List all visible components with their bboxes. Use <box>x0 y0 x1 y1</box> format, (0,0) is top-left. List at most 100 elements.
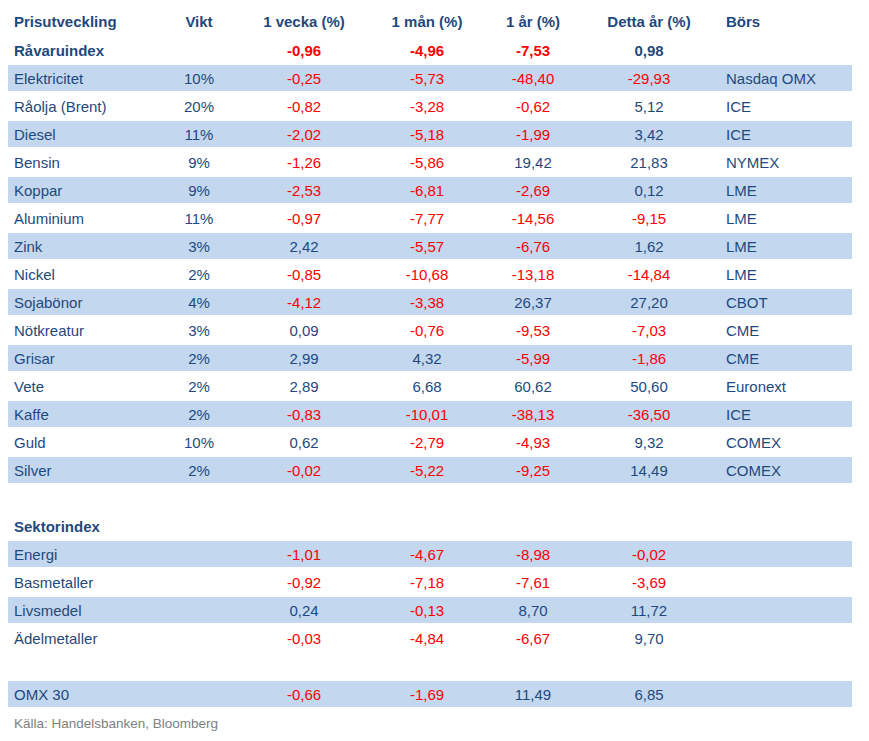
cell-name: Silver <box>8 462 168 479</box>
cell-value: -4,93 <box>476 434 590 451</box>
cell-exchange: Euronext <box>708 378 852 395</box>
cell-value: -2,69 <box>476 182 590 199</box>
cell-value: 19,42 <box>476 154 590 171</box>
cell-weight: 2% <box>168 462 230 479</box>
table-header-row: Prisutveckling Vikt 1 vecka (%) 1 mån (%… <box>8 6 852 36</box>
cell-value: -7,77 <box>378 210 476 227</box>
cell-value: -38,13 <box>476 406 590 423</box>
table-row-Livsmedel: Livsmedel0,24-0,138,7011,72 <box>8 596 852 624</box>
cell-exchange: CME <box>708 350 852 367</box>
cell-weight: 2% <box>168 350 230 367</box>
table-row-Grisar: Grisar2%2,994,32-5,99-1,86CME <box>8 344 852 372</box>
commodity-price-table-page: Prisutveckling Vikt 1 vecka (%) 1 mån (%… <box>0 0 869 741</box>
cell-exchange: CME <box>708 322 852 339</box>
cell-value: -7,03 <box>590 322 708 339</box>
cell-value: -1,86 <box>590 350 708 367</box>
cell-value: -0,92 <box>230 574 378 591</box>
cell-value: -6,81 <box>378 182 476 199</box>
table-row-Aluminium: Aluminium11%-0,97-7,77-14,56-9,15LME <box>8 204 852 232</box>
cell-value: -0,02 <box>230 462 378 479</box>
cell-value: 11,49 <box>476 686 590 703</box>
cell-name: Vete <box>8 378 168 395</box>
cell-exchange: CBOT <box>708 294 852 311</box>
cell-weight: 2% <box>168 378 230 395</box>
cell-weight: 10% <box>168 70 230 87</box>
cell-exchange: ICE <box>708 98 852 115</box>
cell-value: -14,56 <box>476 210 590 227</box>
cell-value: -0,96 <box>230 42 378 59</box>
cell-name: Guld <box>8 434 168 451</box>
cell-value: -0,02 <box>590 546 708 563</box>
cell-value: 27,20 <box>590 294 708 311</box>
cell-value: -2,02 <box>230 126 378 143</box>
cell-value: -0,97 <box>230 210 378 227</box>
table-row-Basmetaller: Basmetaller-0,92-7,18-7,61-3,69 <box>8 568 852 596</box>
cell-name: Sektorindex <box>8 518 168 535</box>
cell-value: -1,69 <box>378 686 476 703</box>
cell-exchange: ICE <box>708 406 852 423</box>
header-prisutveckling: Prisutveckling <box>8 13 168 30</box>
cell-value: 0,98 <box>590 42 708 59</box>
table-row-Bensin: Bensin9%-1,26-5,8619,4221,83NYMEX <box>8 148 852 176</box>
cell-exchange: COMEX <box>708 462 852 479</box>
header-vikt: Vikt <box>168 13 230 30</box>
cell-name: Energi <box>8 546 168 563</box>
cell-value: -0,13 <box>378 602 476 619</box>
table-row-Koppar: Koppar9%-2,53-6,81-2,690,12LME <box>8 176 852 204</box>
cell-value: -3,69 <box>590 574 708 591</box>
cell-value: -10,01 <box>378 406 476 423</box>
table-row-Nötkreatur: Nötkreatur3%0,09-0,76-9,53-7,03CME <box>8 316 852 344</box>
cell-value: -3,28 <box>378 98 476 115</box>
cell-value: -0,25 <box>230 70 378 87</box>
cell-exchange: LME <box>708 238 852 255</box>
cell-weight: 9% <box>168 182 230 199</box>
cell-name: Råvaruindex <box>8 42 168 59</box>
cell-value: -5,86 <box>378 154 476 171</box>
table-body: Råvaruindex-0,96-4,96-7,530,98Elektricit… <box>8 36 852 708</box>
cell-exchange: LME <box>708 266 852 283</box>
price-table: Prisutveckling Vikt 1 vecka (%) 1 mån (%… <box>8 6 852 708</box>
cell-value: -0,03 <box>230 630 378 647</box>
spacer-row <box>8 652 852 680</box>
cell-value: 26,37 <box>476 294 590 311</box>
cell-weight: 4% <box>168 294 230 311</box>
cell-value: -5,73 <box>378 70 476 87</box>
cell-value: 2,99 <box>230 350 378 367</box>
cell-weight: 3% <box>168 238 230 255</box>
header-bors: Börs <box>708 13 852 30</box>
cell-value: -14,84 <box>590 266 708 283</box>
cell-value: -13,18 <box>476 266 590 283</box>
table-row-Silver: Silver2%-0,02-5,22-9,2514,49COMEX <box>8 456 852 484</box>
header-1-ar: 1 år (%) <box>476 13 590 30</box>
cell-value: 5,12 <box>590 98 708 115</box>
cell-value: -0,62 <box>476 98 590 115</box>
table-row-Råolja (Brent): Råolja (Brent)20%-0,82-3,28-0,625,12ICE <box>8 92 852 120</box>
table-row-Vete: Vete2%2,896,6860,6250,60Euronext <box>8 372 852 400</box>
cell-value: -0,66 <box>230 686 378 703</box>
cell-value: 4,32 <box>378 350 476 367</box>
cell-name: Grisar <box>8 350 168 367</box>
cell-value: 14,49 <box>590 462 708 479</box>
cell-name: Bensin <box>8 154 168 171</box>
cell-value: -7,53 <box>476 42 590 59</box>
cell-name: Nötkreatur <box>8 322 168 339</box>
cell-value: 2,89 <box>230 378 378 395</box>
cell-name: Aluminium <box>8 210 168 227</box>
cell-value: -10,68 <box>378 266 476 283</box>
cell-value: -2,53 <box>230 182 378 199</box>
cell-name: Elektricitet <box>8 70 168 87</box>
source-note: Källa: Handelsbanken, Bloomberg <box>14 716 869 731</box>
cell-exchange: Nasdaq OMX <box>708 70 852 87</box>
cell-name: Sojabönor <box>8 294 168 311</box>
cell-value: -29,93 <box>590 70 708 87</box>
cell-value: -0,85 <box>230 266 378 283</box>
cell-value: 6,68 <box>378 378 476 395</box>
cell-exchange: NYMEX <box>708 154 852 171</box>
cell-value: -4,12 <box>230 294 378 311</box>
cell-value: 2,42 <box>230 238 378 255</box>
cell-value: -9,53 <box>476 322 590 339</box>
cell-value: -4,84 <box>378 630 476 647</box>
table-row-Kaffe: Kaffe2%-0,83-10,01-38,13-36,50ICE <box>8 400 852 428</box>
cell-value: -5,99 <box>476 350 590 367</box>
cell-value: 1,62 <box>590 238 708 255</box>
